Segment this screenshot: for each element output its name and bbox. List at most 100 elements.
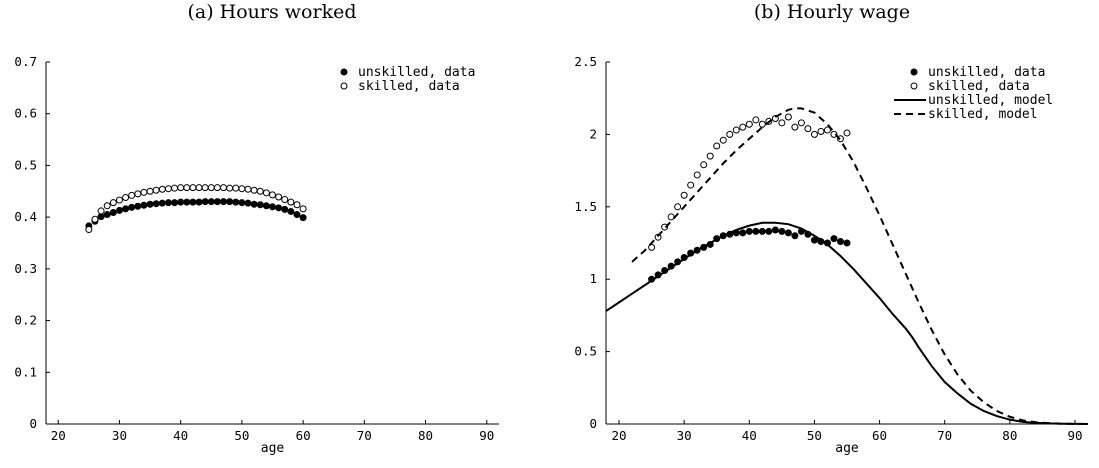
y-tick-label: 0.1 <box>14 364 37 379</box>
legend-label: skilled, data <box>928 79 1030 94</box>
skilled-data-point <box>758 120 766 128</box>
skilled-data-point <box>85 226 93 234</box>
unskilled-data-point <box>207 198 215 206</box>
skilled-data-point <box>232 184 240 192</box>
skilled-data-point <box>122 193 130 201</box>
y-tick-label: 0.3 <box>14 261 37 276</box>
skilled-data-point <box>244 185 252 193</box>
unskilled-data-point <box>250 200 258 208</box>
legend-marker <box>910 68 918 76</box>
unskilled-data-point <box>152 200 160 208</box>
y-tick-label: 0.5 <box>14 157 37 172</box>
unskilled-data-point <box>177 198 185 206</box>
skilled-data-point <box>226 184 234 192</box>
skilled-data-point <box>134 190 142 198</box>
y-tick-label: 0.6 <box>14 106 37 121</box>
skilled-data-point <box>700 161 708 169</box>
unskilled-data-point <box>810 236 818 244</box>
y-tick-label: 1 <box>589 271 597 286</box>
y-tick-label: 0.7 <box>14 54 37 69</box>
unskilled-data-point <box>189 198 197 206</box>
legend-marker <box>340 68 348 76</box>
skilled-data-point <box>791 123 799 131</box>
unskilled-data-point <box>269 203 276 211</box>
skilled-data-point <box>287 198 295 206</box>
y-tick-label: 0.4 <box>14 209 37 224</box>
unskilled-data-point <box>220 198 228 206</box>
ticks: 20 30 40 50 60 70 80 90 0 0.1 0.2 0.3 0.4 0.5 0.6 0.7 <box>14 54 494 443</box>
legend-label: unskilled, data <box>358 65 475 80</box>
unskilled-data-point <box>244 199 252 207</box>
ticks: 20 30 40 50 60 70 80 90 0 0.5 1 1.5 2 2.5 <box>574 54 1082 443</box>
skilled-data-point <box>201 184 209 192</box>
x-tick-label: 80 <box>418 428 433 443</box>
panel-title: (b) Hourly wage <box>754 1 910 23</box>
skilled-model-line <box>631 107 1089 425</box>
unskilled-data-point <box>201 198 209 206</box>
unskilled-data-point <box>97 213 105 221</box>
unskilled-data-point <box>146 200 154 208</box>
skilled-data-point <box>778 119 786 127</box>
unskilled-data-point <box>836 238 844 246</box>
unskilled-data-point <box>164 199 172 207</box>
skilled-data-point <box>726 130 734 138</box>
skilled-data-point <box>91 215 99 223</box>
y-tick-label: 1.5 <box>574 199 597 214</box>
data-marks <box>605 107 1089 425</box>
legend-label: skilled, data <box>358 79 460 94</box>
skilled-data-point <box>745 120 753 128</box>
axes <box>45 62 499 425</box>
skilled-data-point <box>275 193 283 201</box>
unskilled-data-point <box>183 198 191 206</box>
unskilled-data-point <box>843 239 851 247</box>
skilled-data-point <box>817 128 825 136</box>
skilled-data-point <box>152 186 160 194</box>
skilled-data-point <box>109 199 117 207</box>
skilled-data-point <box>158 185 166 193</box>
unskilled-data-point <box>195 198 203 206</box>
x-tick-label: 20 <box>51 428 66 443</box>
unskilled-data-point <box>281 205 289 213</box>
unskilled-data-point <box>171 199 179 207</box>
skilled-data-point <box>213 184 221 192</box>
skilled-data-point <box>687 181 695 189</box>
skilled-data-point <box>797 119 805 127</box>
skilled-data-point <box>784 113 792 121</box>
x-axis-label: age <box>261 441 285 456</box>
skilled-data-point <box>115 196 123 204</box>
hourly-wage-panel: (b) Hourly wage 20 30 40 50 60 70 80 90 0 0.5 1 1.5… <box>574 1 1089 456</box>
skilled-data-point <box>739 123 747 131</box>
unskilled-data-point <box>158 199 166 207</box>
y-tick-label: 2.5 <box>574 54 597 69</box>
skilled-data-point <box>269 191 276 199</box>
y-tick-label: 0.5 <box>574 344 597 359</box>
skilled-data-point <box>103 202 111 210</box>
skilled-data-point <box>140 188 148 196</box>
skilled-data-point <box>238 185 246 193</box>
x-tick-label: 30 <box>112 428 127 443</box>
unskilled-data-point <box>232 198 240 206</box>
unskilled-data-point <box>226 198 234 206</box>
skilled-data-point <box>177 184 185 192</box>
skilled-data-point <box>810 130 818 138</box>
x-tick-label: 50 <box>807 428 822 443</box>
y-tick-label: 0 <box>29 416 37 431</box>
skilled-data-point <box>293 201 301 209</box>
unskilled-model-line <box>605 221 1089 425</box>
skilled-data-point <box>281 196 289 204</box>
skilled-data-point <box>654 233 662 241</box>
x-axis-label: age <box>835 441 859 456</box>
unskilled-data-point <box>784 229 792 237</box>
axes <box>605 62 1088 425</box>
legend-label: unskilled, model <box>928 93 1053 108</box>
skilled-data-point <box>674 203 682 211</box>
unskilled-data-point <box>134 202 142 210</box>
skilled-data-point <box>713 142 721 150</box>
unskilled-data-point <box>293 211 301 219</box>
skilled-data-point <box>171 184 179 192</box>
legend-marker <box>340 82 348 90</box>
skilled-data-point <box>183 184 191 192</box>
hours-worked-panel: (a) Hours worked 20 30 40 50 60 70 80 90 0 0.1 0.2… <box>14 1 499 456</box>
